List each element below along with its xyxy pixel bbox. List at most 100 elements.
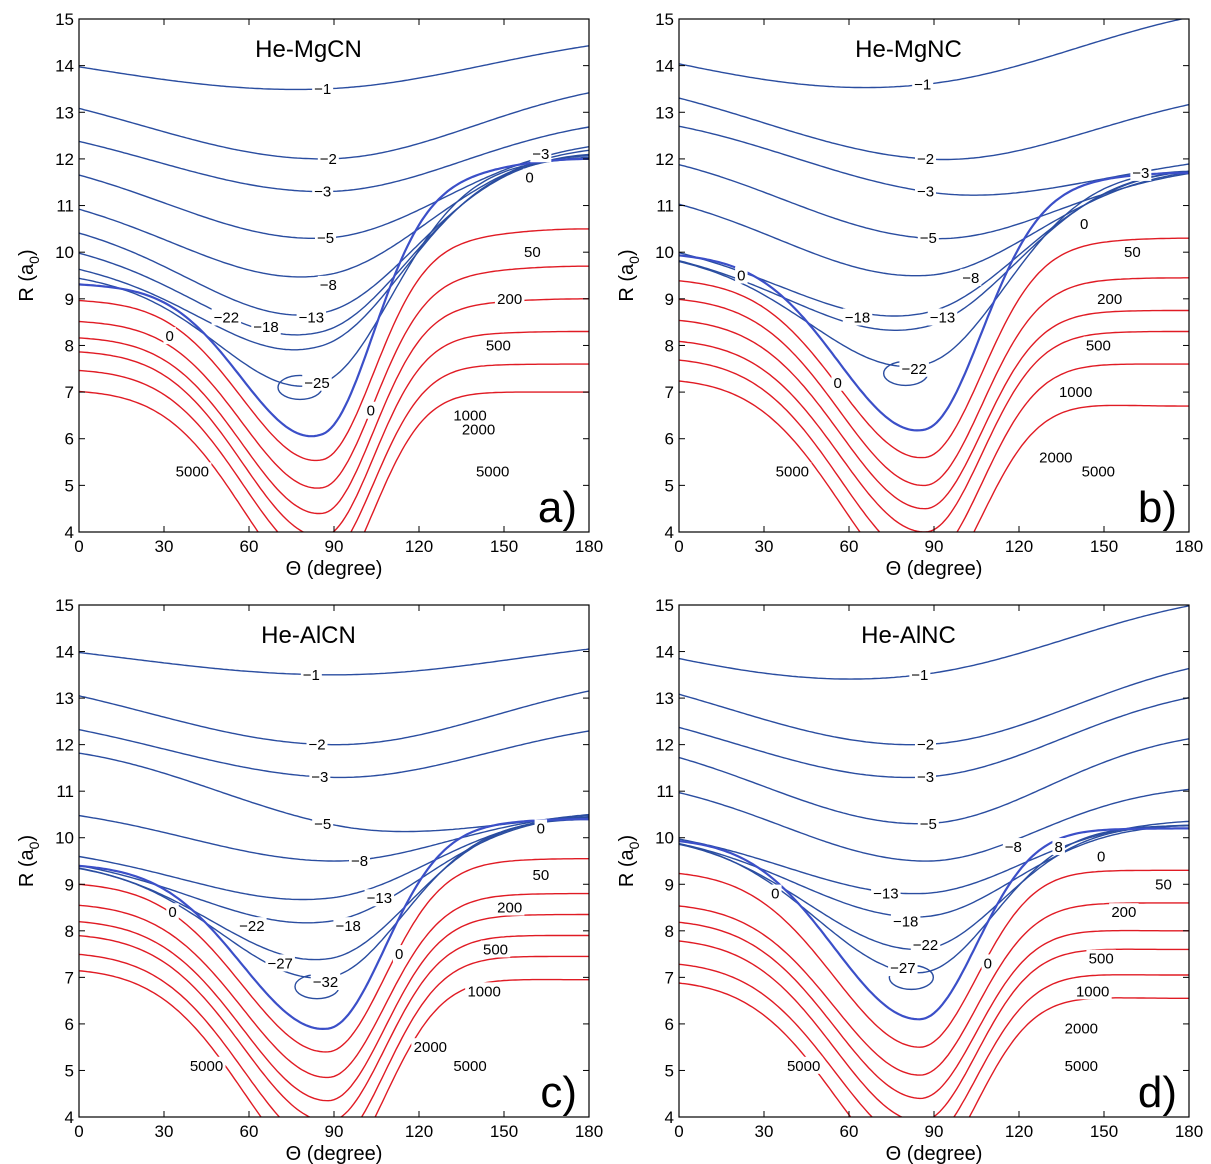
contour-line-zero bbox=[79, 157, 589, 438]
contour-label: −2 bbox=[917, 151, 934, 168]
x-tick-label: 0 bbox=[674, 1122, 683, 1141]
contour-label-bg bbox=[915, 149, 936, 167]
contour-line-zero bbox=[79, 818, 589, 1031]
contour-lines: −1 −2 −3 −5 −8 −13 −18 −22 −25 −3 0 0 0 50 200 500 10002… bbox=[79, 45, 589, 532]
x-tick-label: 60 bbox=[240, 537, 259, 556]
contour-label: −1 bbox=[314, 81, 331, 98]
contour-label-bg bbox=[211, 308, 242, 326]
y-tick-label: 9 bbox=[665, 875, 674, 894]
contour-line-positive bbox=[79, 363, 589, 532]
x-axis-label: Θ (degree) bbox=[286, 1143, 383, 1164]
contour-label: −27 bbox=[890, 960, 915, 977]
contour-label-bg bbox=[909, 665, 931, 683]
contour-label: 5000 bbox=[1082, 463, 1115, 480]
y-axis-label: R (a0) bbox=[16, 835, 42, 887]
axes-frame bbox=[78, 18, 590, 533]
contour-lines: −1 −2 −3 −5 −8 −13 −18 −22 −3 0 0 0 50 200 500 1000 2000… bbox=[679, 19, 1189, 532]
contour-line-positive bbox=[79, 892, 589, 1079]
contour-line-negative bbox=[679, 164, 1189, 240]
x-axis-label: Θ (degree) bbox=[286, 558, 383, 580]
contour-line-positive bbox=[679, 869, 1189, 1048]
contour-label: −3 bbox=[311, 769, 328, 786]
contour-label-bg bbox=[473, 462, 512, 480]
contour-label: 500 bbox=[1086, 337, 1111, 354]
contour-label: −8 bbox=[962, 270, 979, 287]
contour-label-bg bbox=[312, 814, 334, 832]
contour-line-positive bbox=[79, 228, 589, 462]
y-tick-label: 5 bbox=[665, 1061, 674, 1080]
y-tick-label: 6 bbox=[65, 1015, 74, 1034]
contour-label: −2 bbox=[308, 737, 325, 754]
contour-label-bg bbox=[173, 462, 212, 480]
contour-label-bg bbox=[302, 373, 332, 391]
contour-label: −22 bbox=[913, 937, 938, 954]
contour-label-bg bbox=[315, 229, 336, 247]
x-tick-label: 60 bbox=[840, 537, 859, 556]
contour-label: 2000 bbox=[462, 421, 495, 438]
y-tick-label: 11 bbox=[656, 197, 674, 216]
contour-line-positive bbox=[79, 330, 589, 532]
y-tick-label: 6 bbox=[665, 430, 674, 449]
y-tick-label: 14 bbox=[655, 57, 674, 76]
x-tick-label: 90 bbox=[325, 537, 344, 556]
y-tick-label: 12 bbox=[55, 736, 74, 755]
contour-label-bg bbox=[917, 814, 939, 832]
contour-label-bg bbox=[534, 819, 548, 837]
contour-lines: −1 −2 −3 −5 −8 −13 −18 −22 −27 8 0 0 0 50 200 500 1000 20… bbox=[679, 605, 1189, 1117]
y-tick-label: 4 bbox=[665, 1108, 674, 1127]
contour-line-negative bbox=[79, 158, 589, 387]
contour-label-bg bbox=[912, 75, 934, 93]
contour-line-positive bbox=[79, 970, 589, 1117]
contour-label-bg bbox=[842, 308, 873, 326]
y-tick-label: 14 bbox=[655, 643, 674, 662]
contour-label-bg bbox=[917, 229, 939, 247]
contour-label: −5 bbox=[317, 230, 334, 247]
contour-label: 50 bbox=[532, 867, 549, 884]
y-tick-label: 11 bbox=[56, 197, 74, 216]
contour-line-positive bbox=[679, 309, 1189, 510]
contour-label: 200 bbox=[497, 900, 522, 917]
x-tick-label: 30 bbox=[155, 1122, 174, 1141]
contour-line-positive bbox=[679, 237, 1189, 459]
contour-label-bg bbox=[494, 898, 525, 916]
contour-label-bg bbox=[899, 359, 929, 377]
contour-label: −5 bbox=[920, 816, 937, 833]
contour-line-positive bbox=[79, 390, 589, 532]
contour-line-positive bbox=[79, 953, 589, 1117]
y-tick-label: 13 bbox=[55, 689, 74, 708]
contour-label: 0 bbox=[984, 955, 992, 972]
y-tick-label: 5 bbox=[665, 476, 674, 495]
contour-label: −22 bbox=[214, 309, 239, 326]
contour-label: −18 bbox=[845, 309, 870, 326]
contour-label: −3 bbox=[917, 769, 934, 786]
contour-line-zero bbox=[679, 171, 1189, 432]
y-tick-label: 14 bbox=[55, 643, 74, 662]
x-tick-label: 180 bbox=[575, 1122, 603, 1141]
contour-label: 0 bbox=[165, 328, 173, 345]
contour-label-bg bbox=[784, 1056, 823, 1074]
contour-label: 2000 bbox=[1039, 449, 1072, 466]
contour-label: −5 bbox=[314, 816, 331, 833]
y-tick-label: 8 bbox=[65, 922, 74, 941]
y-tick-label: 10 bbox=[655, 243, 674, 262]
contour-line-negative bbox=[79, 149, 589, 278]
contour-label: −18 bbox=[893, 914, 918, 931]
contour-label-bg bbox=[915, 182, 936, 200]
x-tick-label: 180 bbox=[575, 537, 603, 556]
contour-label-bg bbox=[773, 462, 812, 480]
contour-label: 500 bbox=[1089, 951, 1114, 968]
contour-label: 2000 bbox=[1065, 1021, 1098, 1038]
contour-label: 0 bbox=[737, 268, 745, 285]
x-tick-label: 150 bbox=[1090, 1122, 1118, 1141]
contour-label: −5 bbox=[920, 230, 937, 247]
contour-label: −27 bbox=[267, 955, 292, 972]
contour-label-bg bbox=[494, 289, 525, 307]
x-tick-label: 90 bbox=[925, 537, 944, 556]
x-tick-label: 30 bbox=[755, 537, 774, 556]
contour-label: 0 bbox=[168, 904, 176, 921]
contour-label: 5000 bbox=[453, 1058, 486, 1075]
contour-label-bg bbox=[480, 940, 511, 958]
y-tick-label: 11 bbox=[56, 782, 74, 801]
contour-label: −2 bbox=[917, 737, 934, 754]
contour-label-bg bbox=[1109, 903, 1139, 921]
